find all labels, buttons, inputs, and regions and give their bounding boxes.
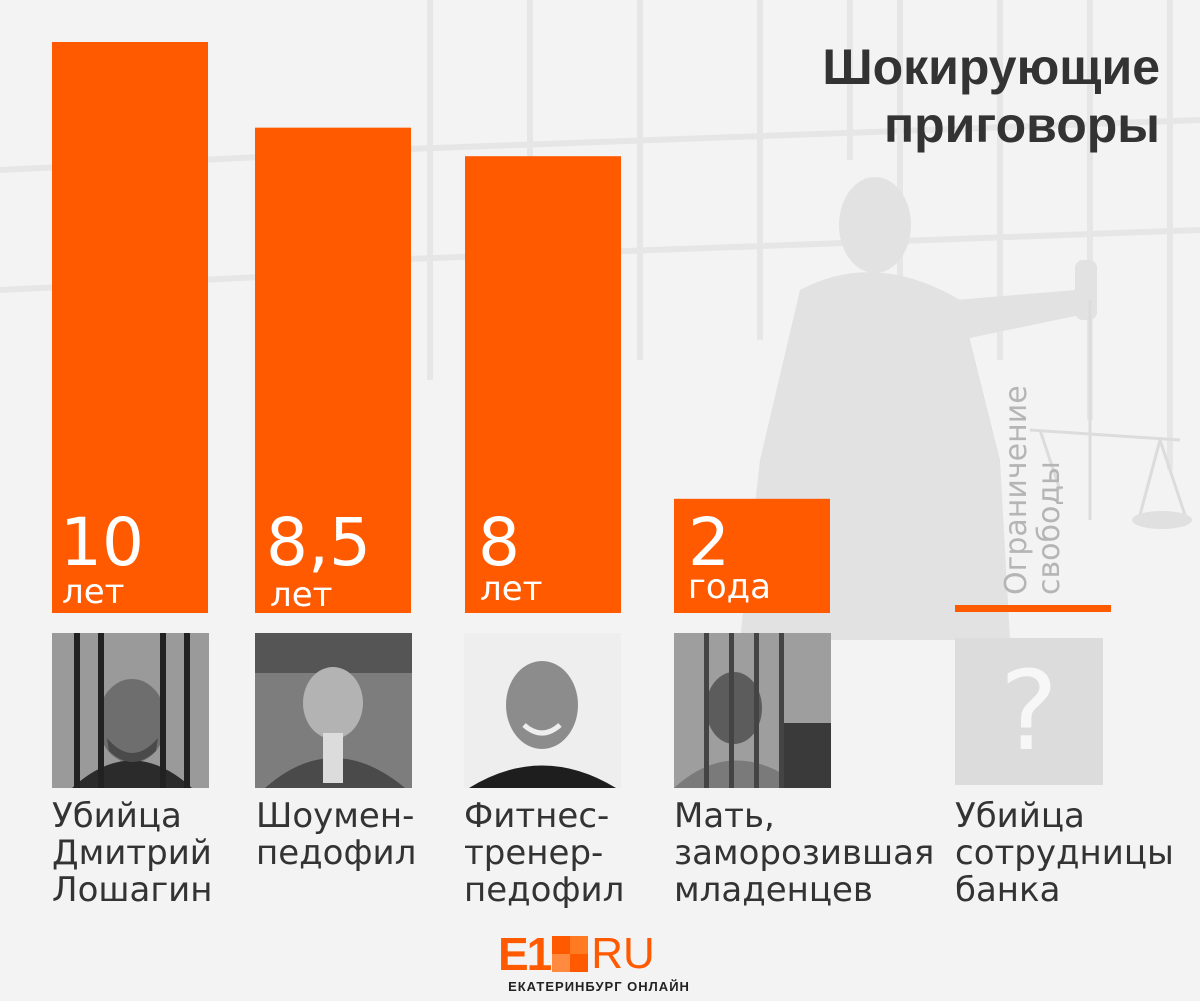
caption-3-line-2: тренер- [464, 833, 604, 873]
chart-title-line-1: Шокирующие [822, 39, 1160, 95]
chart-title-line-2: приговоры [883, 97, 1160, 153]
restriction-marker-line [955, 605, 1111, 612]
question-mark-icon: ? [999, 647, 1059, 775]
logo-square-icon [552, 936, 589, 972]
person-photo-mother [674, 633, 831, 788]
chart-title: Шокирующие приговоры [740, 38, 1160, 154]
logo-domain-text: RU [591, 929, 655, 978]
caption-2: Шоумен- педофил [256, 798, 416, 872]
person-photo-fitness-trainer [464, 633, 621, 788]
bar-value-label-1: 10 [60, 504, 144, 581]
bar-unit-label-4: года [688, 567, 772, 607]
bar-4 [674, 498, 830, 613]
restriction-label-line-2: свободы [1032, 461, 1067, 595]
bar-2 [255, 127, 411, 614]
caption-1-line-1: Убийца [52, 796, 182, 836]
caption-4-line-2: заморозившая [674, 833, 935, 873]
person-photo-loshagin [52, 633, 209, 788]
caption-5-line-2: сотрудницы [955, 833, 1174, 873]
bar-unit-label-3: лет [480, 569, 543, 609]
caption-5-line-1: Убийца [955, 796, 1085, 836]
caption-2-line-2: педофил [256, 833, 417, 873]
bar-unit-label-1: лет [62, 572, 125, 612]
caption-5: Убийца сотрудницы банка [955, 798, 1174, 909]
bar-value-label-3: 8 [478, 504, 520, 581]
logo-brand-text: E1 [498, 928, 552, 980]
caption-3-line-3: педофил [464, 870, 625, 910]
caption-3-line-1: Фитнес- [464, 796, 610, 836]
logo-mark: E1 RU [498, 928, 655, 980]
person-photo-showman [255, 633, 412, 788]
restriction-label-line-1: Ограничение [999, 385, 1034, 595]
caption-3: Фитнес- тренер- педофил [464, 798, 624, 909]
logo-subtitle: ЕКАТЕРИНБУРГ ОНЛАЙН [508, 979, 690, 994]
caption-4-line-1: Мать, [674, 796, 775, 836]
bar-3 [465, 156, 621, 613]
caption-5-line-3: банка [955, 870, 1061, 910]
bar-unit-label-2: лет [270, 575, 333, 615]
restriction-label: Ограничение свободы [999, 345, 1067, 595]
caption-4-line-3: младенцев [674, 870, 873, 910]
bar-value-label-4: 2 [688, 504, 730, 581]
caption-1-line-2: Дмитрий [52, 833, 212, 873]
caption-1-line-3: Лошагин [52, 870, 213, 910]
caption-4: Мать, заморозившая младенцев [674, 798, 934, 909]
bar-1 [52, 42, 208, 613]
caption-2-line-1: Шоумен- [256, 796, 415, 836]
unknown-person-placeholder: ? [955, 638, 1103, 785]
caption-1: Убийца Дмитрий Лошагин [52, 798, 213, 909]
bar-value-label-2: 8,5 [266, 504, 371, 581]
e1-logo[interactable]: E1 RU ЕКАТЕРИНБУРГ ОНЛАЙН [498, 928, 708, 996]
